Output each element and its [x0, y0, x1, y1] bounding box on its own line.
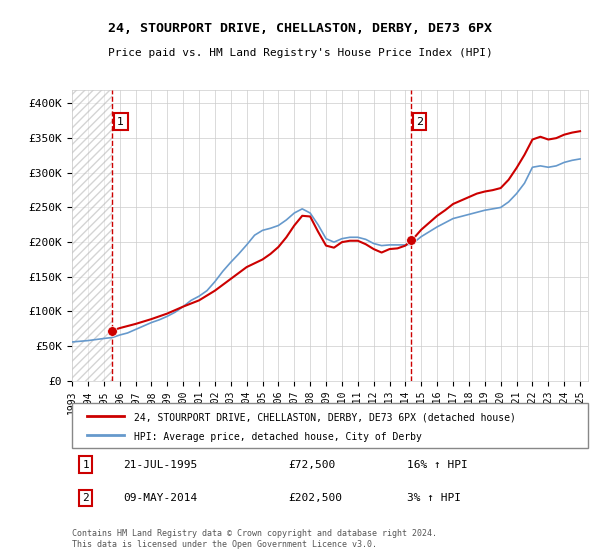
Text: HPI: Average price, detached house, City of Derby: HPI: Average price, detached house, City… — [134, 432, 422, 442]
Text: 21-JUL-1995: 21-JUL-1995 — [124, 460, 198, 470]
Text: 24, STOURPORT DRIVE, CHELLASTON, DERBY, DE73 6PX (detached house): 24, STOURPORT DRIVE, CHELLASTON, DERBY, … — [134, 413, 516, 423]
Text: 1: 1 — [117, 116, 124, 127]
Text: £72,500: £72,500 — [289, 460, 336, 470]
Text: 09-MAY-2014: 09-MAY-2014 — [124, 493, 198, 503]
Text: 1: 1 — [82, 460, 89, 470]
Text: 16% ↑ HPI: 16% ↑ HPI — [407, 460, 468, 470]
Text: 3% ↑ HPI: 3% ↑ HPI — [407, 493, 461, 503]
Text: 2: 2 — [82, 493, 89, 503]
Text: £202,500: £202,500 — [289, 493, 343, 503]
Text: Contains HM Land Registry data © Crown copyright and database right 2024.
This d: Contains HM Land Registry data © Crown c… — [72, 529, 437, 549]
FancyBboxPatch shape — [72, 403, 588, 448]
Text: 24, STOURPORT DRIVE, CHELLASTON, DERBY, DE73 6PX: 24, STOURPORT DRIVE, CHELLASTON, DERBY, … — [108, 22, 492, 35]
Text: Price paid vs. HM Land Registry's House Price Index (HPI): Price paid vs. HM Land Registry's House … — [107, 48, 493, 58]
Text: 2: 2 — [416, 116, 423, 127]
Bar — [72, 90, 112, 381]
